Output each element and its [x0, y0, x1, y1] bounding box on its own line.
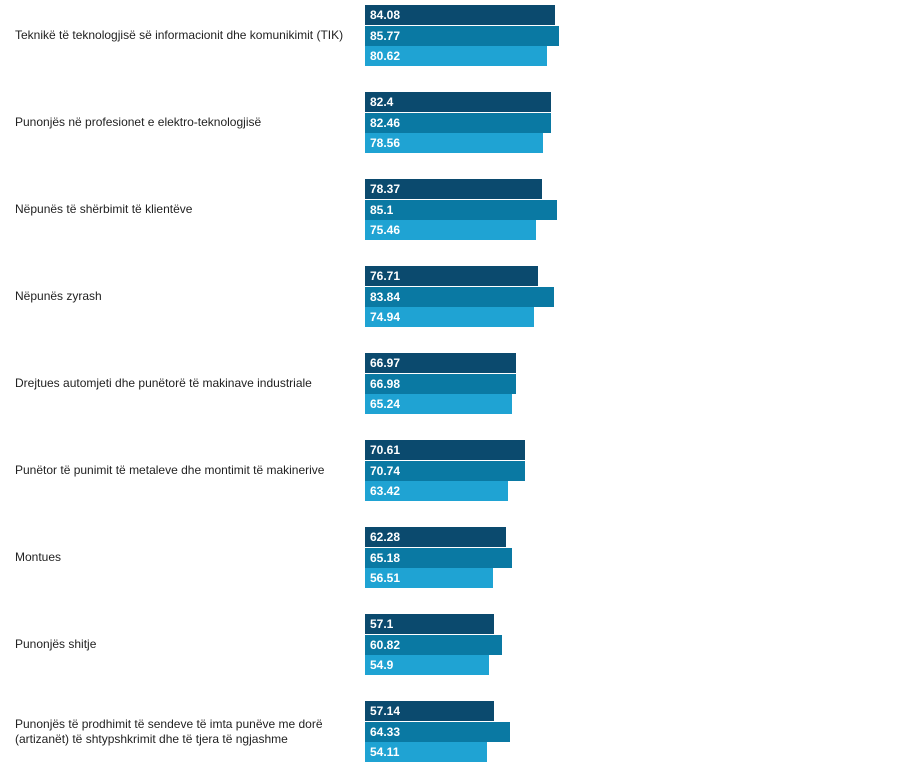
bar: 82.4 — [365, 92, 552, 112]
bar: 80.62 — [365, 46, 548, 66]
bar: 56.51 — [365, 568, 493, 588]
bar: 85.1 — [365, 199, 558, 220]
bar: 54.11 — [365, 742, 488, 762]
bar: 65.24 — [365, 394, 513, 414]
value-label: 70.61 — [370, 443, 401, 457]
bar: 60.82 — [365, 634, 503, 655]
value-label: 57.1 — [370, 617, 394, 631]
value-label: 62.28 — [370, 530, 401, 544]
value-label: 84.08 — [370, 8, 401, 22]
value-label: 78.56 — [370, 136, 401, 150]
value-label: 82.46 — [370, 115, 401, 130]
bar: 57.14 — [365, 701, 495, 721]
bar: 84.08 — [365, 5, 556, 25]
value-label: 66.97 — [370, 356, 401, 370]
bar: 66.97 — [365, 353, 517, 373]
category-label: Montues — [15, 550, 62, 564]
bar: 78.56 — [365, 133, 543, 153]
bar: 57.1 — [365, 614, 495, 634]
category-label: Punonjës shitje — [15, 637, 97, 651]
bar: 62.28 — [365, 527, 506, 547]
category-label: Teknikë të teknologjisë së informacionit… — [15, 28, 344, 42]
category-label: Nëpunës të shërbimit të klientëve — [15, 202, 193, 216]
value-label: 75.46 — [370, 223, 401, 237]
category-label: Punëtor të punimit të metaleve dhe monti… — [15, 463, 325, 477]
category-label: Drejtues automjeti dhe punëtorë të makin… — [15, 376, 312, 390]
value-label: 85.77 — [370, 28, 401, 43]
value-label: 56.51 — [370, 571, 401, 585]
value-label: 82.4 — [370, 95, 394, 109]
value-label: 65.24 — [370, 397, 401, 411]
value-label: 70.74 — [370, 463, 401, 478]
category-label: Punonjës në profesionet e elektro-teknol… — [15, 115, 262, 129]
value-label: 60.82 — [370, 637, 401, 652]
value-label: 76.71 — [370, 269, 401, 283]
value-label: 65.18 — [370, 550, 401, 565]
category-label: Nëpunës zyrash — [15, 289, 102, 303]
value-label: 66.98 — [370, 376, 401, 391]
bar: 75.46 — [365, 220, 536, 240]
value-label: 74.94 — [370, 310, 401, 324]
bar: 74.94 — [365, 307, 535, 327]
bar: 78.37 — [365, 179, 543, 199]
bar: 70.61 — [365, 440, 525, 460]
bar: 83.84 — [365, 286, 555, 307]
bar: 64.33 — [365, 721, 511, 742]
value-label: 63.42 — [370, 484, 401, 498]
value-label: 80.62 — [370, 49, 401, 63]
bar: 54.9 — [365, 655, 490, 675]
bar: 82.46 — [365, 112, 552, 133]
bar: 63.42 — [365, 481, 509, 501]
bar: 70.74 — [365, 460, 525, 481]
value-label: 54.11 — [370, 745, 400, 759]
category-label: Punonjës të prodhimit të sendeve të imta… — [15, 716, 323, 746]
value-label: 64.33 — [370, 724, 401, 739]
bar: 85.77 — [365, 25, 559, 46]
value-label: 78.37 — [370, 182, 401, 196]
value-label: 85.1 — [370, 202, 394, 217]
value-label: 83.84 — [370, 289, 401, 304]
bar: 65.18 — [365, 547, 513, 568]
value-label: 57.14 — [370, 704, 401, 718]
bar: 76.71 — [365, 266, 539, 286]
value-label: 54.9 — [370, 658, 394, 672]
bar: 66.98 — [365, 373, 517, 394]
